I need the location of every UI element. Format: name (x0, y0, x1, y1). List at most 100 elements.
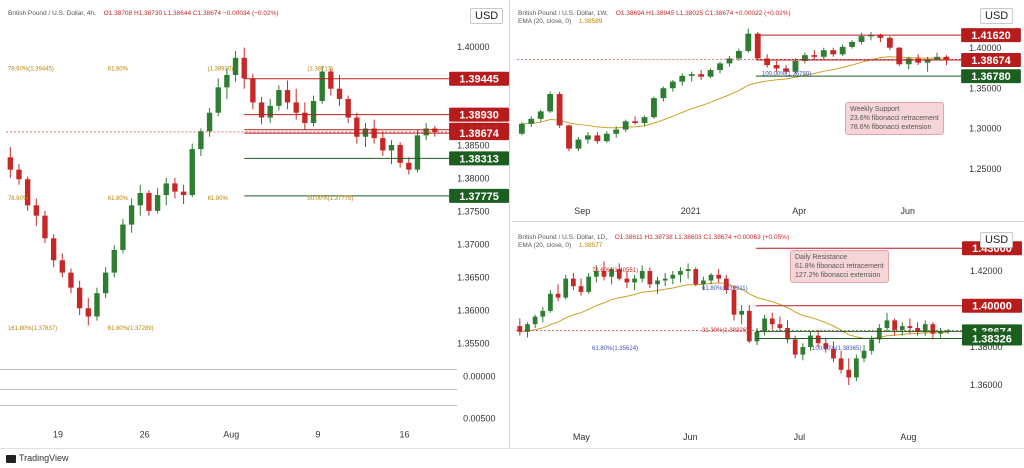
candle-body (739, 310, 745, 315)
candle-body (773, 65, 780, 69)
tradingview-logo[interactable]: TradingView (6, 453, 69, 463)
currency-badge-4h[interactable]: USD (470, 8, 504, 24)
candle-body (764, 58, 771, 66)
price-label-box (449, 126, 509, 141)
candle-body (698, 74, 705, 77)
candle-body (922, 324, 928, 332)
candle-body (670, 274, 676, 279)
candle-body (293, 102, 299, 113)
candle-body (777, 324, 783, 328)
candle-body (884, 320, 890, 328)
candle-body (801, 55, 808, 61)
fib-label: 31.30%(1.38326) (702, 328, 748, 334)
candle-body (892, 320, 898, 330)
fib-label: 161.80%(1.37837) (8, 326, 57, 332)
candle-body (815, 335, 821, 344)
candle-body (693, 269, 699, 285)
legend-weekly-ohlc: O1.38694 H1.38945 L1.38025 C1.38674 +0.0… (615, 10, 791, 17)
candle-body (622, 121, 629, 130)
time-tick: 16 (399, 430, 409, 440)
time-tick: Jun (901, 206, 915, 216)
price-label: 1.37775 (459, 191, 499, 203)
fib-label: (1.38717) (307, 66, 333, 72)
price-label-box (962, 298, 1022, 313)
candle-body (180, 191, 187, 196)
chart-4h[interactable]: 1.400001.395001.390001.385001.380001.375… (0, 0, 510, 448)
candle-body (639, 271, 645, 279)
candle-body (189, 149, 195, 196)
candle-body (284, 90, 291, 103)
candle-body (849, 41, 856, 47)
price-label: 1.38313 (459, 153, 499, 165)
candle-body (792, 60, 799, 72)
candle-body (258, 102, 265, 118)
candle-body (267, 105, 273, 118)
price-tick: 1.40000 (457, 42, 489, 52)
candle-body (406, 162, 412, 170)
candle-body (206, 112, 213, 132)
candle-body (111, 249, 117, 273)
candle-body (762, 318, 767, 332)
candle-body (414, 135, 421, 170)
price-tick: 1.30000 (969, 124, 1001, 134)
candle-body (128, 205, 135, 225)
time-tick: Jun (683, 432, 698, 442)
footer-bar: TradingView (0, 448, 1024, 468)
candle-body (820, 50, 827, 57)
chart-weekly[interactable]: 1.40000 1.35000 1.30000 1.25000 Sep 2021 Apr Ju… (512, 0, 1024, 222)
time-tick: Jul (794, 432, 806, 442)
candle-body (858, 36, 865, 42)
candle-body (555, 293, 561, 298)
candle-body (924, 59, 931, 63)
candle-body (943, 56, 950, 60)
legend-weekly-ema-value: 1.38589 (578, 18, 603, 25)
annotation-weekly-line-1: Weekly Support (850, 106, 900, 113)
candle-body (823, 343, 829, 349)
candle-body (899, 326, 905, 330)
candle-body (241, 57, 247, 79)
chart-daily[interactable]: 1.42000 1.40000 1.38000 1.36000 May Jun Jul Aug… (512, 224, 1024, 448)
candle-body (528, 118, 535, 124)
candle-body (566, 125, 572, 149)
candle-body (915, 58, 922, 63)
currency-badge-daily[interactable]: USD (980, 232, 1014, 248)
candle-body (800, 347, 806, 355)
price-label: 1.39445 (459, 74, 499, 86)
candle-body (102, 272, 109, 294)
ema-line (521, 56, 947, 129)
time-tick: 9 (315, 430, 320, 440)
candle-body (907, 326, 913, 328)
candle-body (50, 238, 57, 261)
candle-body (163, 183, 169, 196)
tradingview-brand: TradingView (19, 453, 69, 463)
fib-label: 61.80%(1.35624) (592, 346, 638, 352)
candle-body (380, 138, 386, 151)
legend-daily-ema: EMA (20, close, 0) 1.38577 (518, 242, 602, 250)
candle-body (601, 271, 607, 277)
candle-body (632, 121, 639, 123)
time-tick: Aug (223, 430, 239, 440)
time-tick: 2021 (681, 206, 701, 216)
time-tick: Sep (574, 206, 590, 216)
candle-body (886, 37, 893, 48)
candle-body (42, 215, 48, 239)
candle-body (868, 35, 874, 37)
candle-body (146, 192, 152, 211)
candle-body (397, 144, 403, 163)
price-label: 1.41620 (971, 30, 1011, 42)
candle-body (808, 335, 813, 347)
fib-label: 100.00%(1.36780) (762, 72, 811, 78)
candle-body (723, 278, 729, 290)
candle-body (726, 58, 733, 64)
time-tick: Aug (900, 432, 916, 442)
legend-daily-ohlc: O1.38611 H1.38738 L1.38603 C1.38674 +0.0… (614, 234, 790, 241)
candle-body (839, 46, 846, 55)
time-tick: 19 (53, 430, 63, 440)
candle-body (651, 98, 657, 118)
candle-body (746, 310, 752, 342)
price-label-box (449, 71, 509, 86)
candle-body (94, 293, 100, 317)
candle-body (783, 68, 789, 72)
currency-badge-weekly[interactable]: USD (980, 8, 1014, 24)
